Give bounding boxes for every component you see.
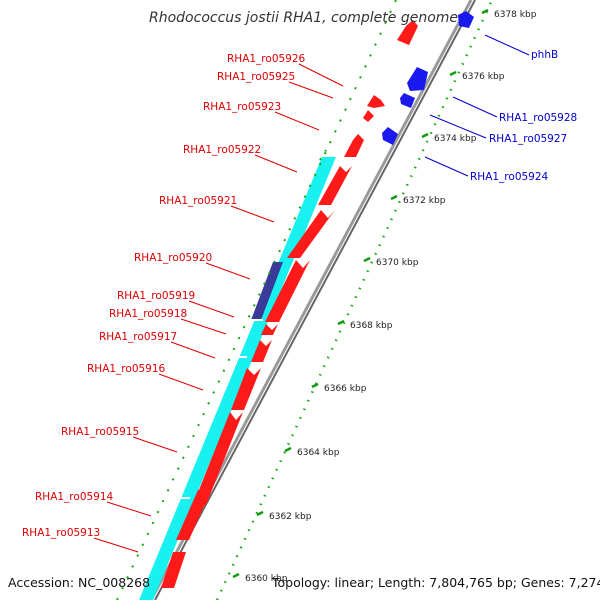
gene-label-forward[interactable]: RHA1_ro05920 — [134, 252, 212, 264]
gene-label-forward[interactable]: RHA1_ro05917 — [99, 331, 177, 343]
leader-line — [158, 373, 204, 391]
gene-arrow-ro05922[interactable] — [344, 134, 364, 157]
tick-mark — [232, 572, 240, 579]
track-dotted-line — [116, 99, 351, 600]
leader-line — [180, 318, 227, 335]
gene-label-reverse[interactable]: RHA1_ro05924 — [470, 171, 549, 183]
tick-mark — [256, 510, 264, 517]
gene-arrow-phhB[interactable] — [458, 11, 474, 28]
forward-gene-arrows — [161, 20, 418, 588]
tick-label: 6360 kbp — [245, 574, 288, 584]
gene-label-reverse[interactable]: phhB — [531, 49, 558, 61]
gene-label-forward[interactable]: RHA1_ro05926 — [227, 53, 306, 65]
gene-label-forward[interactable]: RHA1_ro05923 — [203, 101, 281, 113]
leader-line — [254, 154, 298, 173]
leader-line — [429, 114, 487, 139]
gene-label-reverse[interactable]: RHA1_ro05928 — [499, 112, 577, 124]
cds-track — [139, 157, 336, 600]
tick-mark — [363, 256, 371, 263]
gene-arrow-ro05917[interactable] — [251, 340, 272, 362]
tick-label: 6374 kbp — [434, 134, 477, 144]
tick-marks: 6360 kbp 6362 kbp 6364 kbp 6366 kbp 6368 kbp… — [232, 8, 537, 584]
leader-line — [93, 537, 139, 553]
scale-dotted-line — [215, 0, 494, 600]
gene-label-forward[interactable]: RHA1_ro05921 — [159, 195, 237, 207]
gene-arrow-ro05923[interactable] — [363, 110, 374, 122]
gene-arrow-ro05918[interactable] — [261, 324, 278, 335]
gene-arrow-ro05928[interactable] — [407, 67, 428, 91]
gene-arrow-ro05925[interactable] — [367, 95, 385, 108]
tick-label: 6368 kbp — [350, 321, 393, 331]
gene-label-forward[interactable]: RHA1_ro05915 — [61, 426, 139, 438]
topology-text: Topology: linear; Length: 7,804,765 bp; … — [271, 575, 600, 590]
leader-line — [106, 501, 152, 517]
backbone-line-lower — [154, 0, 476, 600]
leader-line — [298, 63, 344, 87]
cds-track-strip — [139, 157, 336, 600]
gene-arrow-ro05913[interactable] — [161, 552, 186, 588]
leader-line — [274, 111, 320, 131]
gene-label-reverse[interactable]: RHA1_ro05927 — [489, 133, 567, 145]
gene-label-forward[interactable]: RHA1_ro05913 — [22, 527, 100, 539]
leader-line — [424, 156, 469, 177]
gene-arrow-ro05921[interactable] — [318, 166, 352, 205]
leader-line — [188, 300, 235, 318]
gene-arrow-ro05915[interactable] — [193, 412, 243, 505]
tick-mark — [284, 446, 292, 453]
scale-track: 6360 kbp 6362 kbp 6364 kbp 6366 kbp 6368 kbp… — [116, 0, 537, 600]
tick-label: 6378 kbp — [494, 10, 537, 20]
leader-line — [288, 81, 334, 99]
tick-label: 6370 kbp — [376, 258, 419, 268]
gene-label-forward[interactable]: RHA1_ro05925 — [217, 71, 295, 83]
tick-mark — [481, 8, 489, 15]
gene-arrow-ro05916[interactable] — [231, 368, 261, 410]
cds-track-dark-block — [251, 262, 283, 320]
tick-mark — [449, 70, 457, 77]
tick-mark — [311, 382, 319, 389]
tick-mark — [337, 319, 345, 326]
gene-arrow-ro05919[interactable] — [265, 260, 310, 322]
gene-arrow-ro05920[interactable] — [287, 210, 335, 258]
leader-line — [205, 262, 251, 280]
gene-label-forward[interactable]: RHA1_ro05914 — [35, 491, 114, 503]
leader-line — [484, 34, 530, 56]
gene-label-forward[interactable]: RHA1_ro05916 — [87, 363, 166, 375]
gene-label-forward[interactable]: RHA1_ro05919 — [117, 290, 195, 302]
reverse-gene-arrows — [382, 11, 474, 145]
tick-mark — [390, 194, 398, 201]
tick-label: 6362 kbp — [269, 512, 312, 522]
leader-line — [452, 96, 498, 118]
gene-labels: RHA1_ro05913 RHA1_ro05914 RHA1_ro05915 RHA1… — [22, 34, 577, 553]
tick-label: 6366 kbp — [324, 384, 367, 394]
tick-label: 6364 kbp — [297, 448, 340, 458]
leader-line — [230, 205, 275, 223]
leader-line — [170, 341, 216, 359]
tick-label: 6376 kbp — [462, 72, 505, 82]
accession-text: Accession: NC_008268 — [8, 575, 150, 590]
gene-arrow-ro05926[interactable] — [397, 20, 418, 45]
gene-label-forward[interactable]: RHA1_ro05918 — [109, 308, 187, 320]
leader-line — [132, 436, 178, 453]
gene-arrow-ro05924[interactable] — [382, 127, 398, 145]
tick-label: 6372 kbp — [403, 196, 446, 206]
tick-mark — [421, 132, 429, 139]
gene-label-forward[interactable]: RHA1_ro05922 — [183, 144, 261, 156]
gene-arrow-ro05927[interactable] — [400, 93, 415, 108]
map-title: Rhodococcus jostii RHA1, complete genome — [149, 10, 458, 26]
track-dotted-line — [319, 149, 327, 161]
